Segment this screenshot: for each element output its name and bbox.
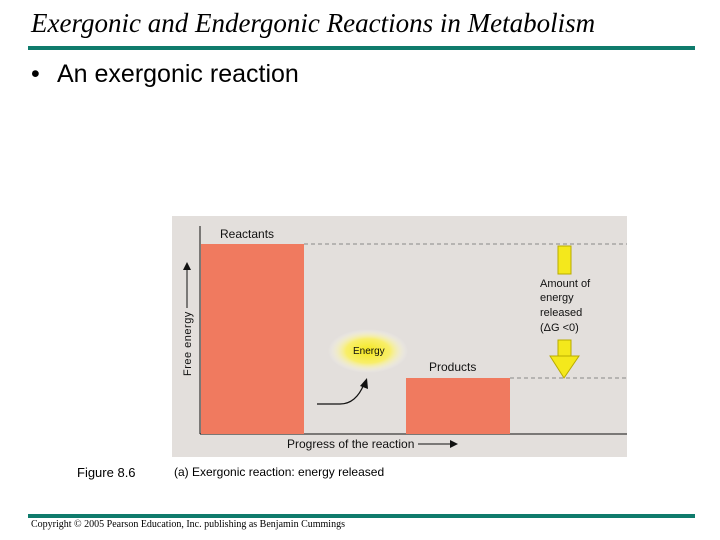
products-bar	[406, 378, 510, 434]
copyright-text: Copyright © 2005 Pearson Education, Inc.…	[31, 519, 345, 530]
x-axis-arrow-head	[450, 440, 458, 448]
released-arrow-shaft-top	[557, 245, 572, 275]
released-label: Amount of energy released (ΔG <0)	[540, 278, 593, 334]
bullet-dot: •	[31, 60, 40, 88]
figure-caption: (a) Exergonic reaction: energy released	[174, 465, 385, 479]
energy-release-arrow	[317, 383, 365, 405]
energy-glow	[328, 329, 408, 373]
reactants-label: Reactants	[220, 227, 274, 241]
energy-release-arrow-head	[360, 378, 368, 389]
energy-label: Energy	[353, 346, 385, 357]
released-arrow-head	[549, 355, 580, 379]
products-label: Products	[429, 360, 476, 374]
released-label-line-4: (ΔG <0)	[540, 322, 579, 334]
slide-title: Exergonic and Endergonic Reactions in Me…	[31, 8, 596, 38]
y-axis-arrow-head	[183, 262, 191, 270]
bullet-text: An exergonic reaction	[57, 60, 299, 88]
title-divider	[28, 46, 695, 50]
figure-label: Figure 8.6	[77, 465, 136, 480]
released-arrow-shaft-bottom	[557, 339, 572, 359]
released-label-line-1: Amount of	[540, 278, 591, 290]
bullet-item: • An exergonic reaction	[31, 60, 299, 89]
y-axis-label: Free energy	[182, 311, 194, 376]
x-axis-label: Progress of the reaction	[287, 437, 414, 451]
released-label-line-3: released	[540, 307, 582, 319]
footer-divider	[28, 514, 695, 518]
released-label-line-2: energy	[540, 292, 574, 304]
reactants-bar	[201, 244, 304, 434]
